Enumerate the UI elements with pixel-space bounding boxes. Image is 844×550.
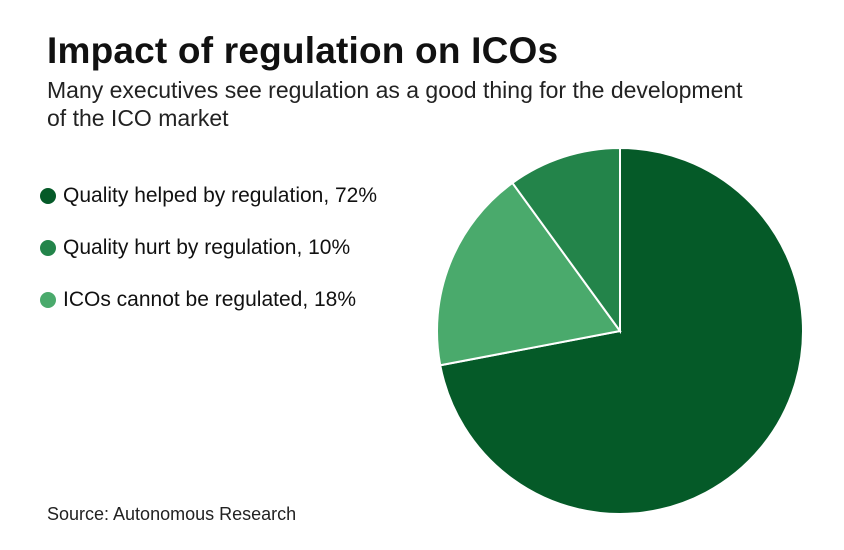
legend: Quality helped by regulation, 72% Qualit… [40, 170, 377, 326]
legend-label: ICOs cannot be regulated, 18% [63, 288, 357, 311]
legend-swatch [40, 188, 56, 204]
legend-swatch [40, 240, 56, 256]
legend-label: Quality hurt by regulation, 10% [63, 236, 351, 259]
legend-item: Quality hurt by regulation, 10% [40, 222, 377, 274]
pie-slice-icos-cannot-be-regulated [436, 181, 622, 367]
chart-title: Impact of regulation on ICOs [47, 30, 559, 71]
legend-item: ICOs cannot be regulated, 18% [40, 274, 377, 326]
pie-slice-quality-helped-by-regulation [439, 146, 804, 515]
legend-swatch [40, 292, 56, 308]
source-note: Source: Autonomous Research [47, 504, 297, 524]
legend-item: Quality helped by regulation, 72% [40, 170, 377, 222]
legend-label: Quality helped by regulation, 72% [63, 184, 378, 207]
chart-subtitle: Many executives see regulation as a good… [47, 77, 743, 131]
pie-slice-quality-hurt-by-regulation [511, 146, 621, 335]
